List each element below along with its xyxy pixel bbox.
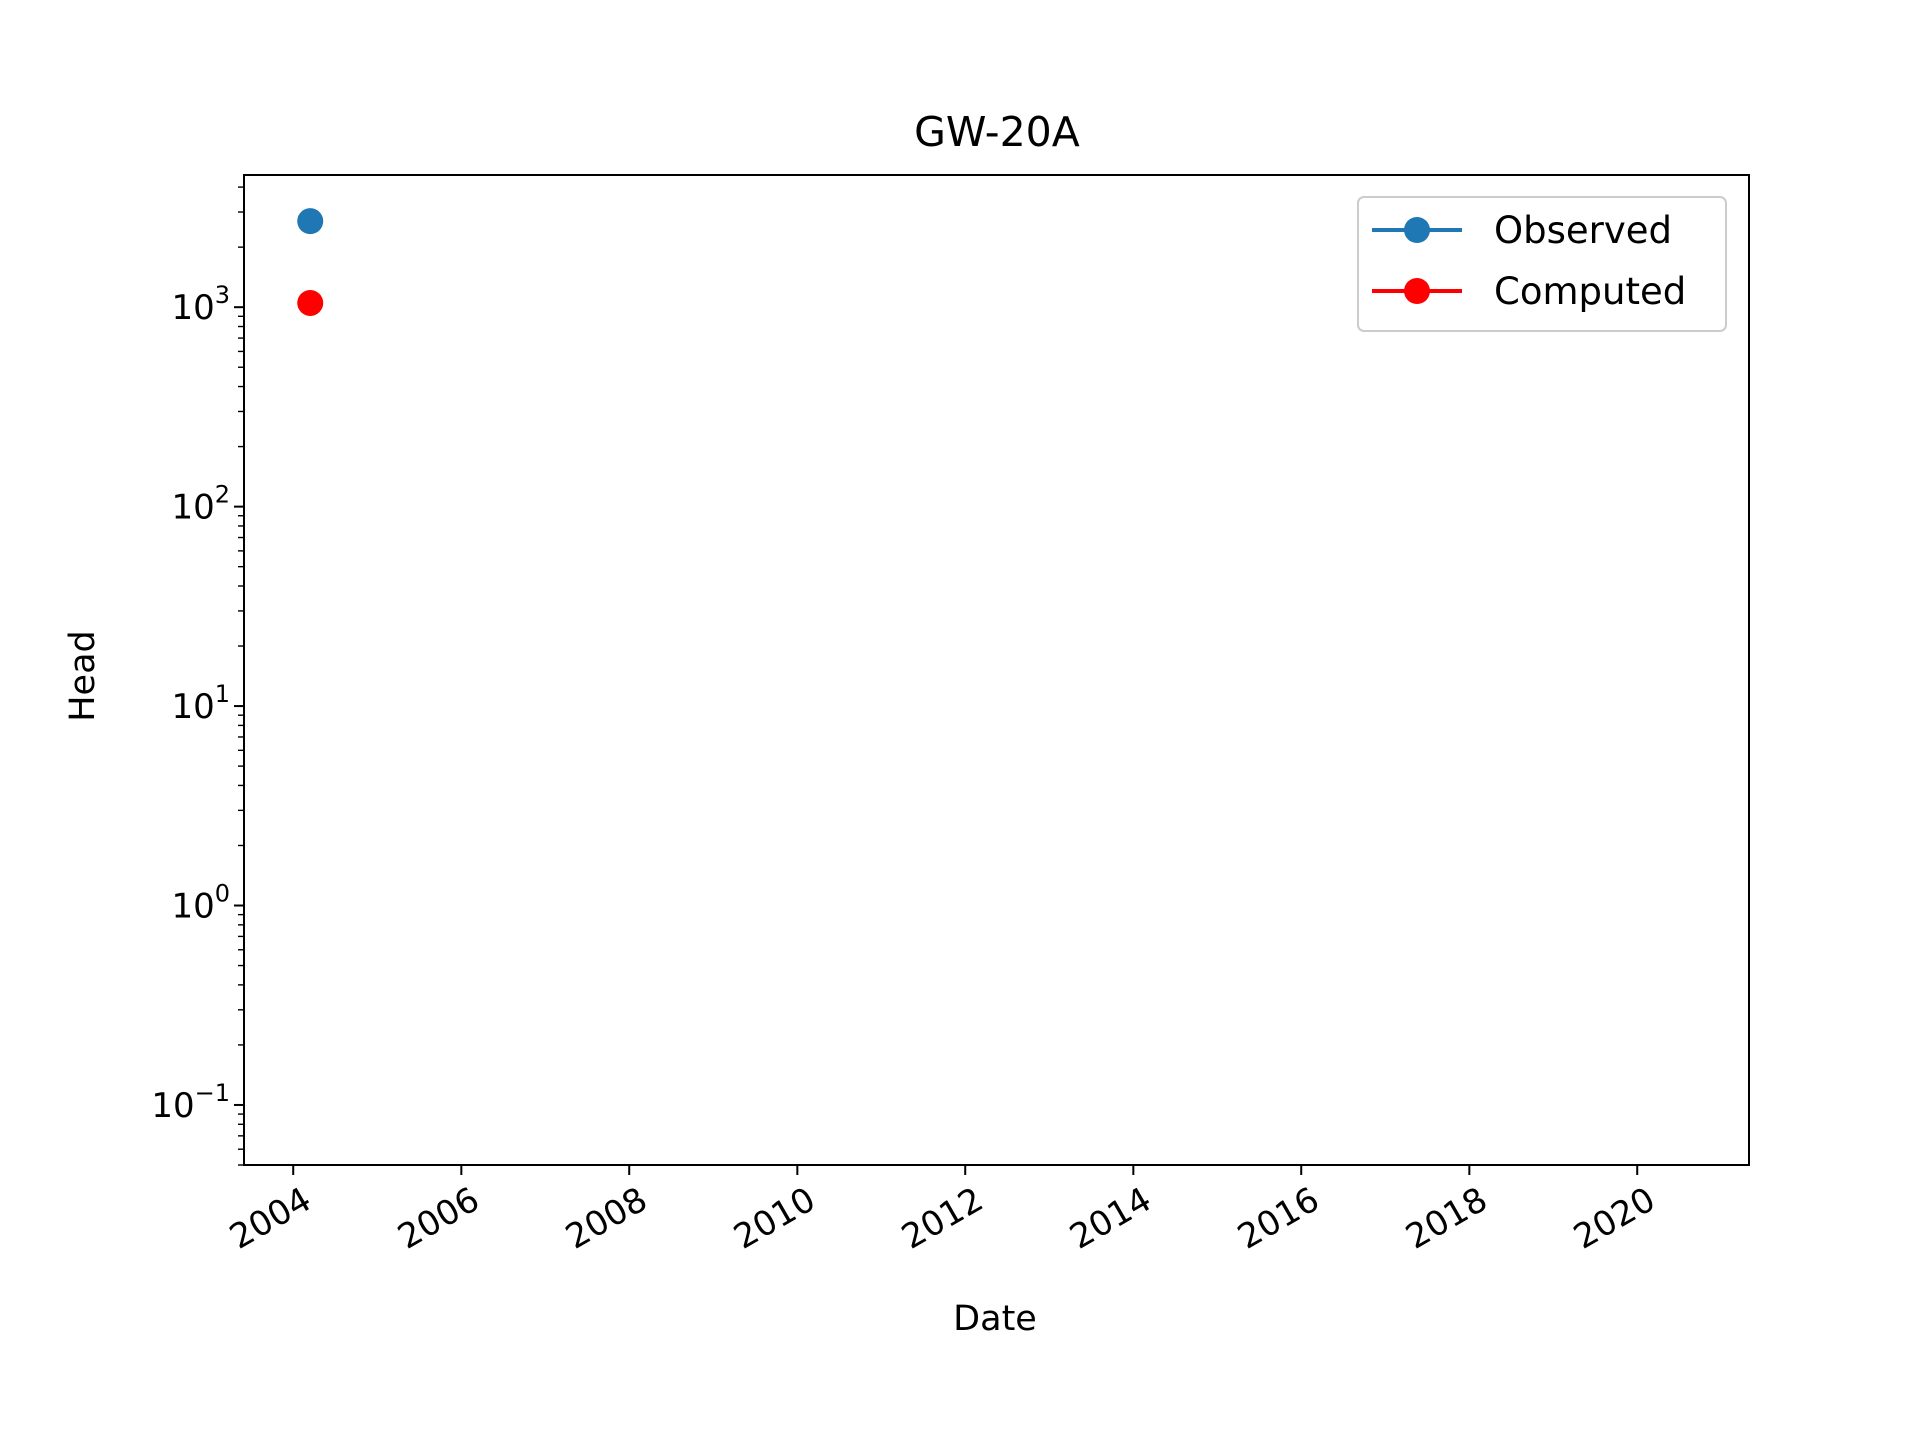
legend-label-observed: Observed: [1494, 209, 1672, 252]
y-tick-exponent: 1: [215, 680, 230, 708]
marker-computed: [297, 289, 324, 316]
marker-observed: [297, 208, 324, 235]
legend-label-computed: Computed: [1494, 270, 1686, 313]
y-tick-label: 103: [171, 281, 230, 328]
y-tick-exponent: 2: [215, 481, 230, 509]
y-tick-base: 10: [151, 1086, 194, 1126]
y-tick-base: 10: [171, 488, 214, 528]
y-tick-exponent: −1: [195, 1079, 230, 1107]
y-tick-label: 101: [171, 680, 230, 727]
y-tick-label: 100: [171, 880, 230, 927]
chart-title: GW-20A: [914, 108, 1080, 156]
y-tick-base: 10: [171, 687, 214, 727]
y-axis-label: Head: [63, 630, 103, 722]
y-tick-base: 10: [171, 288, 214, 328]
y-tick-exponent: 0: [215, 880, 230, 908]
legend-marker-computed: [1404, 278, 1430, 304]
y-tick-exponent: 3: [215, 281, 230, 309]
plot-frame: [243, 174, 1750, 1166]
legend: Observed Computed: [1357, 196, 1727, 332]
y-tick-label: 10−1: [151, 1079, 230, 1126]
x-axis-label: Date: [953, 1299, 1037, 1339]
legend-marker-observed: [1404, 217, 1430, 243]
data-marks: [297, 208, 324, 316]
y-tick-base: 10: [171, 887, 214, 927]
y-tick-label: 102: [171, 481, 230, 528]
